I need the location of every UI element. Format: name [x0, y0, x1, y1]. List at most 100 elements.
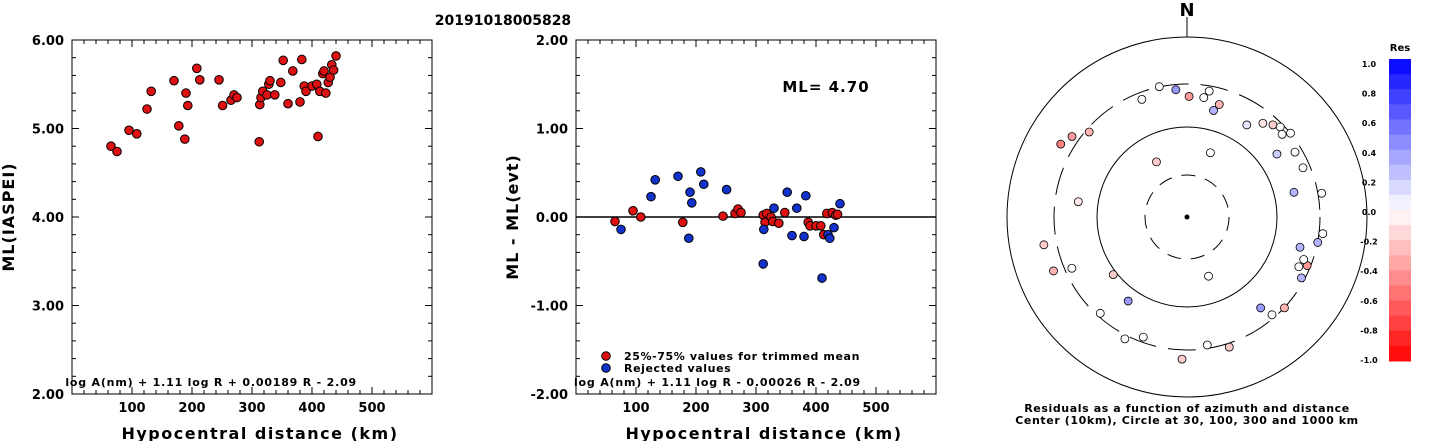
x-tick-label: 400 [298, 401, 325, 416]
station-point [1224, 342, 1234, 352]
data-point [265, 75, 275, 86]
station-point [1290, 147, 1300, 157]
station-point [1120, 334, 1130, 344]
data-point [628, 206, 638, 216]
station-point [1056, 139, 1066, 149]
station-point [1204, 271, 1213, 281]
colorbar-tick-label: -1.0 [1360, 356, 1378, 365]
data-point [685, 187, 695, 198]
station-point [1039, 240, 1049, 250]
data-point [610, 216, 620, 227]
y-axis-label: ML - ML(evt) [503, 154, 522, 280]
data-point [636, 212, 646, 222]
data-point [816, 221, 826, 231]
data-point [270, 90, 280, 100]
y-tick-label: 2.00 [536, 34, 568, 49]
data-point [180, 134, 190, 144]
y-tick-label: 0.00 [536, 211, 568, 226]
data-point [142, 104, 152, 114]
station-point [1049, 266, 1058, 276]
y-tick-label: 5.00 [32, 123, 64, 138]
colorbar-segment [1389, 315, 1411, 332]
station-point [1268, 120, 1278, 130]
colorbar-segment [1389, 149, 1411, 166]
station-point [1277, 129, 1287, 139]
colorbar-tick-label: 0.4 [1362, 149, 1377, 158]
data-point [132, 129, 142, 139]
polar-caption-line1: Residuals as a function of azimuth and d… [1024, 402, 1350, 415]
colorbar-segment [1389, 119, 1411, 135]
station-point [1267, 310, 1277, 320]
colorbar-segment [1389, 194, 1411, 211]
station-point [1272, 149, 1282, 159]
y-tick-label: 3.00 [32, 300, 64, 315]
data-point [696, 167, 706, 177]
station-point [1258, 118, 1268, 128]
plot-frame [71, 39, 433, 395]
data-point [106, 141, 116, 151]
colorbar-tick-label: -0.4 [1360, 267, 1378, 276]
data-point [183, 100, 193, 111]
data-point [112, 146, 122, 157]
colorbar-tick-label: 0.8 [1362, 90, 1377, 99]
station-point [1295, 242, 1305, 252]
data-point [214, 75, 224, 85]
data-point [792, 203, 802, 213]
legend-label: Rejected values [624, 362, 731, 375]
data-point [832, 209, 843, 220]
data-point [769, 203, 779, 213]
station-point [1317, 188, 1327, 198]
y-tick-label: 4.00 [32, 211, 64, 226]
formula-text: log A(nm) + 1.11 log R + 0.00189 R - 2.0… [65, 376, 357, 389]
data-point [829, 222, 839, 233]
station-point [1280, 303, 1289, 313]
ml-annotation: ML= 4.70 [782, 78, 869, 96]
station-point [1297, 273, 1306, 283]
colorbar-segment [1389, 179, 1411, 196]
y-tick-label: 1.00 [536, 123, 568, 138]
data-point [759, 224, 769, 235]
data-point [650, 175, 661, 185]
ring-30km [1144, 174, 1230, 260]
colorbar-tick-label: -0.6 [1360, 297, 1378, 306]
station-point [1205, 148, 1215, 158]
data-point [174, 121, 184, 131]
station-point [1123, 296, 1133, 306]
data-point [780, 207, 790, 218]
data-point [146, 86, 156, 97]
station-point [1204, 86, 1214, 96]
legend-label: 25%-75% values for trimmed mean [624, 350, 860, 363]
colorbar-segment [1389, 285, 1411, 302]
colorbar-segment [1389, 300, 1411, 317]
colorbar-segment [1389, 89, 1411, 105]
station-point [1298, 163, 1308, 173]
station-point [1137, 94, 1147, 104]
station-point [1067, 263, 1077, 273]
y-tick-label: 6.00 [32, 34, 64, 49]
colorbar-tick-label: -0.2 [1360, 238, 1378, 247]
data-point [297, 54, 307, 65]
colorbar-segment [1389, 210, 1411, 226]
residual-colorbar: Res 1.0 0.8 0.6 0.4 0.2 0.0 -0.2 -0.4 -0.6 -0.8 -1.… [1360, 43, 1411, 365]
colorbar-segment [1389, 345, 1411, 362]
data-point [124, 125, 134, 136]
data-point [321, 88, 331, 98]
data-point [678, 217, 688, 228]
station-point [1108, 270, 1118, 280]
colorbar-segment [1389, 240, 1411, 256]
colorbar-tick-label: -0.8 [1360, 326, 1378, 335]
figure-title: 20191018005828 [435, 13, 571, 29]
data-point [687, 198, 697, 208]
x-tick-label: 100 [118, 401, 145, 416]
colorbar-segment [1389, 134, 1411, 151]
data-point [288, 66, 298, 76]
data-point [169, 75, 179, 86]
data-point [736, 207, 746, 218]
north-label: N [1179, 0, 1194, 21]
station-point [1209, 106, 1218, 115]
x-tick-label: 500 [862, 401, 889, 416]
colorbar-title: Res [1390, 43, 1410, 54]
colorbar-segment [1389, 270, 1411, 286]
station-point [1286, 128, 1295, 138]
